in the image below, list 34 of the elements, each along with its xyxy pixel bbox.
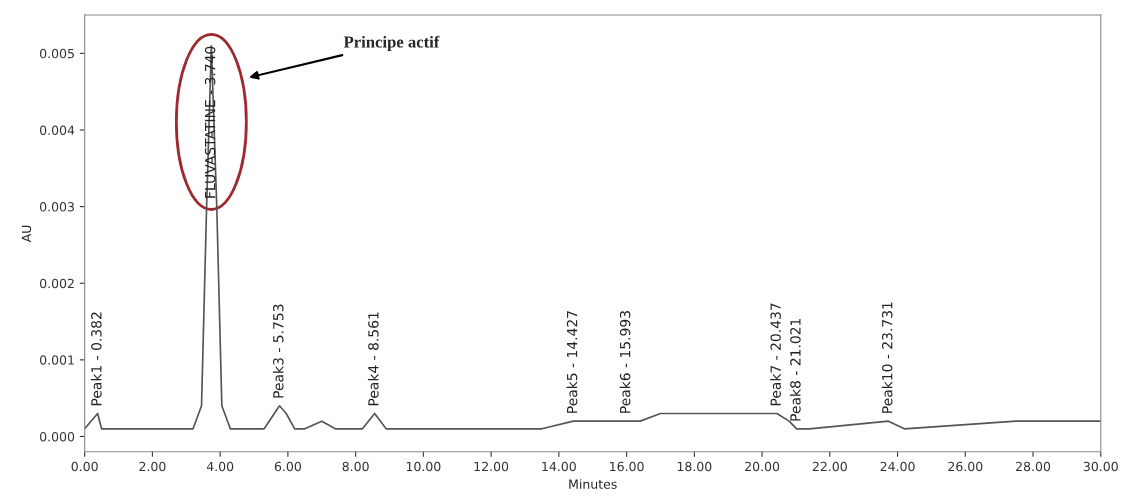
y-tick-label: 0.003: [39, 202, 74, 212]
x-tick-label: 8.00: [342, 461, 369, 472]
annotation: Peak6 - 15.993: [619, 311, 631, 413]
x-tick-label: 28.00: [1016, 461, 1051, 472]
annotation: Peak1 - 0.382: [90, 312, 102, 406]
annotation: Peak10 - 23.731: [881, 302, 893, 413]
y-tick-label: 0.002: [39, 278, 74, 289]
x-tick-label: 0.00: [71, 461, 98, 472]
x-tick-label: 24.00: [880, 461, 915, 472]
y-tick-label: 0.001: [39, 355, 74, 365]
y-tick-label: 0.005: [39, 48, 74, 59]
x-tick-label: 14.00: [542, 461, 576, 472]
x-tick-label: 12.00: [474, 461, 509, 472]
x-tick-label: 4.00: [206, 461, 234, 472]
annotation: FLUVASTATINE - 3.740: [204, 46, 216, 198]
x-tick-label: 22.00: [812, 461, 847, 472]
y-tick-label: 0.004: [39, 125, 75, 135]
x-tick-label: 6.00: [274, 461, 301, 472]
annotation: Peak7 - 20.437: [770, 303, 781, 406]
x-tick-label: 20.00: [745, 461, 780, 472]
x-tick-label: 10.00: [406, 461, 441, 472]
x-tick-label: 18.00: [677, 461, 712, 472]
y-axis-title: AU: [21, 225, 32, 243]
y-tick-label: 0.000: [39, 431, 75, 442]
annotation: Peak4 - 8.561: [367, 312, 379, 406]
x-tick-label: 16.00: [610, 461, 644, 472]
x-tick-label: 26.00: [948, 461, 983, 472]
x-tick-label: 30.00: [1083, 461, 1118, 472]
x-tick-label: 2.00: [139, 461, 166, 472]
x-axis-title: Minutes: [569, 479, 617, 489]
annotation: Peak5 - 14.427: [566, 311, 578, 413]
annotation: Peak8 - 21.021: [789, 318, 801, 421]
annotation: Principe actif: [343, 35, 440, 52]
annotation: Peak3 - 5.753: [272, 304, 284, 398]
